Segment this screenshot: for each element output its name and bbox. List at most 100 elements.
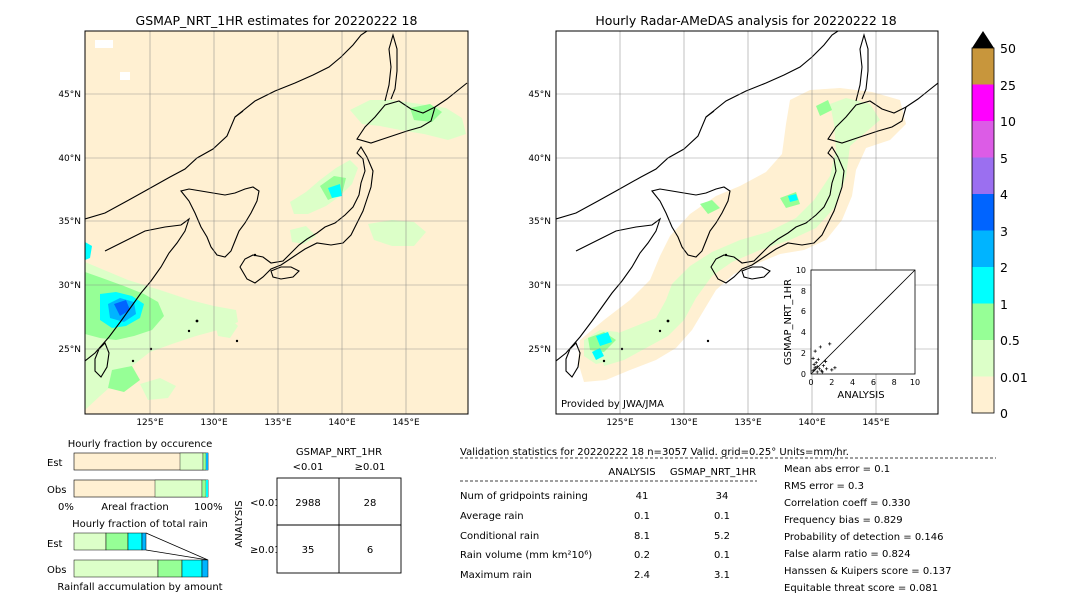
col-header: <0.01: [293, 462, 324, 473]
lon-label: 145°E: [392, 418, 420, 428]
scatter-point: [821, 364, 826, 368]
axis-right-label: 100%: [194, 502, 223, 513]
scatter-point: [814, 360, 818, 365]
lat-label: 30°N: [58, 281, 81, 291]
lon-label: 125°E: [136, 418, 164, 428]
est-seg-cyan: [127, 532, 143, 551]
colorbar-block: [972, 230, 994, 267]
obs-bar-light: [154, 479, 203, 498]
right-map-title: Hourly Radar-AMeDAS analysis for 2022022…: [595, 13, 896, 28]
y-tick: 6: [801, 307, 806, 316]
obs-bar-cyan: [206, 480, 208, 497]
colorbar-label: 3: [1000, 224, 1008, 239]
lon-label: 140°E: [328, 418, 356, 428]
stat-gsmap: 0.1: [714, 550, 730, 561]
stat-analysis: 0.2: [634, 550, 650, 561]
colorbar-frame: [971, 47, 995, 414]
scatter-point: [812, 368, 816, 372]
right-map-lon-labels: 125°E 130°E 135°E 140°E 145°E: [606, 418, 890, 428]
y-tick: 8: [801, 287, 806, 296]
lon-label: 140°E: [798, 418, 826, 428]
x-tick: 4: [850, 378, 855, 387]
stat-analysis: 8.1: [634, 531, 650, 542]
y-tick: 0: [801, 370, 806, 379]
x-tick: 10: [910, 378, 920, 387]
x-tick: 0: [808, 378, 813, 387]
row-header: <0.01: [250, 498, 281, 509]
lon-label: 145°E: [862, 418, 890, 428]
scatter-xlabel: ANALYSIS: [837, 390, 884, 401]
left-map-rain-field: [85, 31, 468, 414]
colorbar-label: 4: [1000, 187, 1008, 202]
row-label-obs: Obs: [47, 565, 66, 576]
est-connector: [145, 532, 209, 561]
obs-bar-green: [201, 479, 207, 498]
lat-label: 40°N: [58, 154, 81, 164]
stat-gsmap: 34: [716, 491, 729, 502]
colorbar-block: [972, 84, 994, 121]
stat-label: Average rain: [460, 511, 524, 522]
scatter-point: [815, 365, 819, 369]
obs-seg-blue: [201, 559, 209, 578]
x-tick: 8: [892, 378, 897, 387]
scatter-point: [830, 368, 834, 372]
colorbar-label: 2: [1000, 260, 1008, 275]
total-rain-footer: Rainfall accumulation by amount: [57, 582, 222, 593]
stat-gsmap: 5.2: [714, 531, 730, 542]
lat-label: 30°N: [528, 281, 551, 291]
colorbar-block: [972, 121, 994, 158]
colorbar-blocks: [972, 48, 994, 413]
obs-seg-green: [157, 559, 183, 578]
est-bar-blue: [206, 453, 208, 470]
scatter-point: [813, 349, 817, 353]
est-seg-green: [105, 532, 129, 551]
score-line: Correlation coeff = 0.330: [784, 498, 910, 509]
row-label-obs: Obs: [47, 485, 66, 496]
colorbar-label: 0.01: [1000, 370, 1028, 385]
occurrence-title: Hourly fraction by occurence: [68, 439, 212, 450]
colorbar-block: [972, 194, 994, 231]
right-map-lat-labels: 45°N 40°N 35°N 30°N 25°N: [528, 90, 551, 355]
stat-label: Num of gridpoints raining: [460, 491, 588, 502]
lat-label: 35°N: [58, 217, 81, 227]
right-map: Provided by JWA/JMA 45°N 40°N 35°N 30°N …: [528, 30, 939, 428]
axis-mid-label: Areal fraction: [101, 502, 168, 513]
row-header: ≥0.01: [250, 545, 281, 556]
scatter-point: [811, 356, 815, 360]
stat-gsmap: 3.1: [714, 570, 730, 581]
left-map-lat-labels: 45°N 40°N 35°N 30°N 25°N: [58, 90, 81, 355]
lon-label: 135°E: [734, 418, 762, 428]
score-line: RMS error = 0.3: [784, 481, 864, 492]
lat-label: 45°N: [528, 90, 551, 100]
colorbar-label: 10: [1000, 114, 1016, 129]
left-map-title: GSMAP_NRT_1HR estimates for 20220222 18: [136, 13, 418, 28]
scatter-point: [812, 363, 816, 367]
scatter-point: [828, 342, 832, 346]
scatter-ticks: 0 2 4 6 8 10 0 2 4 6 8 10: [796, 266, 920, 387]
cell-value: 2988: [295, 498, 320, 509]
y-tick: 4: [801, 328, 806, 337]
colorbar-block: [972, 303, 994, 340]
score-line: Mean abs error = 0.1: [784, 464, 890, 475]
score-line: Equitable threat score = 0.081: [784, 583, 938, 594]
x-tick: 2: [829, 378, 834, 387]
stat-label: Conditional rain: [460, 531, 539, 542]
y-tick: 10: [796, 266, 806, 275]
cell-value: 35: [302, 545, 315, 556]
scatter-point: [813, 366, 817, 370]
colorbar-label: 0.5: [1000, 333, 1020, 348]
left-map-frame: [84, 30, 469, 415]
scatter-ylabel: GSMAP_NRT_1HR: [783, 279, 794, 365]
obs-seg-cyan: [181, 559, 203, 578]
left-map-lon-labels: 125°E 130°E 135°E 140°E 145°E: [136, 418, 420, 428]
right-map-rain-field: [556, 31, 938, 414]
colorbar-block: [972, 157, 994, 194]
col-gsmap: GSMAP_NRT_1HR: [670, 467, 756, 478]
y-tick: 2: [801, 349, 806, 358]
est-bar-light: [179, 452, 204, 471]
left-map: 45°N 40°N 35°N 30°N 25°N 125°E 130°E 135…: [58, 30, 469, 428]
obs-seg-light: [73, 559, 159, 578]
stat-gsmap: 0.1: [714, 511, 730, 522]
lat-label: 40°N: [528, 154, 551, 164]
